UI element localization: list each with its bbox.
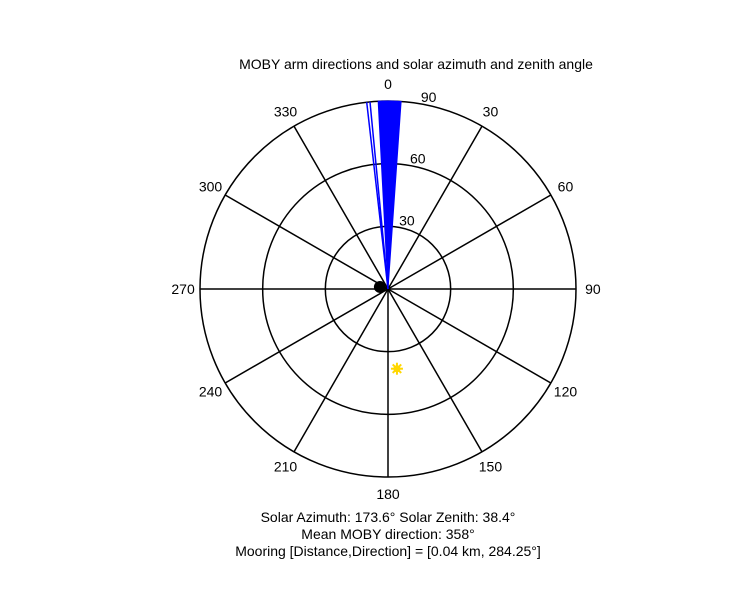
- mooring-marker: [373, 280, 386, 293]
- radial-tick-label-90: 90: [421, 89, 437, 105]
- solar-caption: Solar Azimuth: 173.6° Solar Zenith: 38.4…: [261, 509, 516, 525]
- chart-title: MOBY arm directions and solar azimuth an…: [239, 56, 593, 72]
- angle-tick-label-300: 300: [199, 179, 223, 195]
- grid-spoke-60: [387, 194, 552, 290]
- angle-tick-label-30: 30: [483, 104, 499, 120]
- angle-tick-label-180: 180: [376, 486, 400, 502]
- chart-marks: [365, 100, 403, 375]
- grid-spoke-330: [293, 125, 389, 290]
- angle-tick-label-210: 210: [274, 458, 298, 474]
- angle-tick-label-0: 0: [384, 76, 392, 92]
- mooring-caption: Mooring [Distance,Direction] = [0.04 km,…: [235, 543, 541, 559]
- moby-arm-line-2: [369, 101, 389, 290]
- angle-tick-label-150: 150: [479, 458, 503, 474]
- angle-tick-label-90: 90: [585, 281, 601, 297]
- angle-tick-label-330: 330: [274, 104, 298, 120]
- moby-direction-caption: Mean MOBY direction: 358°: [301, 526, 474, 542]
- grid-spoke-210: [293, 288, 389, 453]
- grid-spoke-300: [224, 194, 389, 290]
- sun-marker: [390, 362, 403, 375]
- angle-tick-label-240: 240: [199, 383, 223, 399]
- grid-spoke-30: [387, 125, 483, 290]
- radial-tick-label-60: 60: [410, 151, 426, 167]
- radial-tick-label-30: 30: [399, 212, 415, 228]
- tick-labels: 0 30 60 90 120 150 180 210 240 270 300 330 30 60 90: [171, 76, 601, 502]
- grid-spoke-120: [387, 288, 552, 384]
- angle-tick-label-270: 270: [171, 281, 195, 297]
- angle-tick-label-60: 60: [558, 179, 574, 195]
- grid-spoke-150: [387, 288, 483, 453]
- grid-spoke-240: [224, 288, 389, 384]
- moby-arm-sector: [377, 100, 402, 290]
- angle-tick-label-120: 120: [554, 383, 578, 399]
